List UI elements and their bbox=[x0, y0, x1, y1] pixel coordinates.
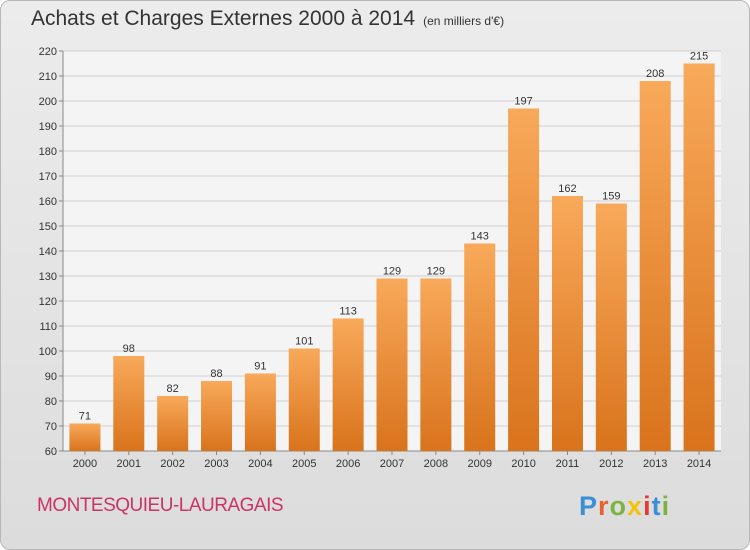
y-tick-label: 190 bbox=[39, 121, 57, 133]
y-tick-label: 210 bbox=[39, 71, 57, 83]
bar bbox=[113, 356, 145, 451]
y-tick-label: 120 bbox=[39, 296, 57, 308]
bar-value-label: 98 bbox=[123, 343, 135, 355]
bar-value-label: 215 bbox=[690, 51, 708, 63]
y-tick-label: 160 bbox=[39, 196, 57, 208]
bar bbox=[157, 396, 189, 451]
y-tick-label: 150 bbox=[39, 221, 57, 233]
x-tick-label: 2001 bbox=[117, 458, 141, 470]
x-tick-label: 2013 bbox=[643, 458, 667, 470]
bar-value-label: 129 bbox=[427, 266, 445, 278]
x-tick-label: 2005 bbox=[292, 458, 316, 470]
y-tick-label: 130 bbox=[39, 271, 57, 283]
y-tick-label: 140 bbox=[39, 246, 57, 258]
x-tick-label: 2014 bbox=[687, 458, 711, 470]
bar-value-label: 159 bbox=[602, 191, 620, 203]
chart-subtitle: (en milliers d'€) bbox=[423, 14, 505, 28]
x-tick-label: 2007 bbox=[380, 458, 404, 470]
bar bbox=[420, 278, 452, 451]
proxiti-logo[interactable]: Proxiti bbox=[579, 491, 670, 522]
y-tick-label: 220 bbox=[39, 46, 57, 58]
y-tick-label: 180 bbox=[39, 146, 57, 158]
bar bbox=[288, 348, 320, 451]
bar bbox=[464, 243, 496, 451]
logo-letter: o bbox=[609, 491, 628, 521]
logo-letter: x bbox=[627, 491, 644, 521]
logo-letter: P bbox=[579, 491, 599, 521]
y-tick-label: 170 bbox=[39, 171, 57, 183]
x-tick-label: 2008 bbox=[424, 458, 448, 470]
logo-letter: i bbox=[643, 491, 652, 521]
bar bbox=[508, 108, 540, 451]
bar bbox=[683, 63, 715, 451]
bar bbox=[639, 81, 671, 451]
logo-letter: t bbox=[651, 491, 662, 521]
y-tick-label: 80 bbox=[45, 396, 57, 408]
y-tick-label: 60 bbox=[45, 446, 57, 458]
bar-value-label: 91 bbox=[254, 361, 266, 373]
y-tick-label: 200 bbox=[39, 96, 57, 108]
bar bbox=[244, 373, 276, 451]
y-tick-label: 100 bbox=[39, 346, 57, 358]
x-tick-label: 2009 bbox=[467, 458, 491, 470]
bar bbox=[595, 203, 627, 451]
bar bbox=[69, 423, 101, 451]
x-tick-label: 2003 bbox=[204, 458, 228, 470]
bar-value-label: 101 bbox=[295, 336, 313, 348]
y-tick-label: 90 bbox=[45, 371, 57, 383]
bar-value-label: 88 bbox=[210, 368, 222, 380]
logo-letter: r bbox=[598, 491, 610, 521]
bar-value-label: 197 bbox=[514, 96, 532, 108]
bar-value-label: 129 bbox=[383, 266, 401, 278]
x-tick-label: 2011 bbox=[556, 458, 580, 470]
bar-value-label: 143 bbox=[471, 231, 489, 243]
x-tick-label: 2002 bbox=[160, 458, 184, 470]
commune-name: MONTESQUIEU-LAURAGAIS bbox=[37, 495, 284, 516]
logo-letter: i bbox=[661, 491, 671, 521]
x-tick-label: 2006 bbox=[336, 458, 360, 470]
bar-value-label: 82 bbox=[167, 383, 179, 395]
x-tick-label: 2012 bbox=[599, 458, 623, 470]
y-tick-label: 70 bbox=[45, 421, 57, 433]
bar-value-label: 162 bbox=[558, 183, 576, 195]
bar bbox=[551, 196, 583, 451]
bar bbox=[332, 318, 364, 451]
bar-value-label: 113 bbox=[339, 306, 357, 318]
bar-value-label: 71 bbox=[79, 411, 91, 423]
bar bbox=[201, 381, 233, 451]
x-tick-label: 2010 bbox=[511, 458, 535, 470]
bar bbox=[376, 278, 408, 451]
bar-value-label: 208 bbox=[646, 68, 664, 80]
x-tick-label: 2000 bbox=[73, 458, 97, 470]
y-tick-label: 110 bbox=[39, 321, 57, 333]
chart-title-text: Achats et Charges Externes 2000 à 2014 bbox=[31, 7, 416, 30]
chart-title: Achats et Charges Externes 2000 à 2014 (e… bbox=[31, 7, 504, 31]
x-tick-label: 2004 bbox=[248, 458, 272, 470]
